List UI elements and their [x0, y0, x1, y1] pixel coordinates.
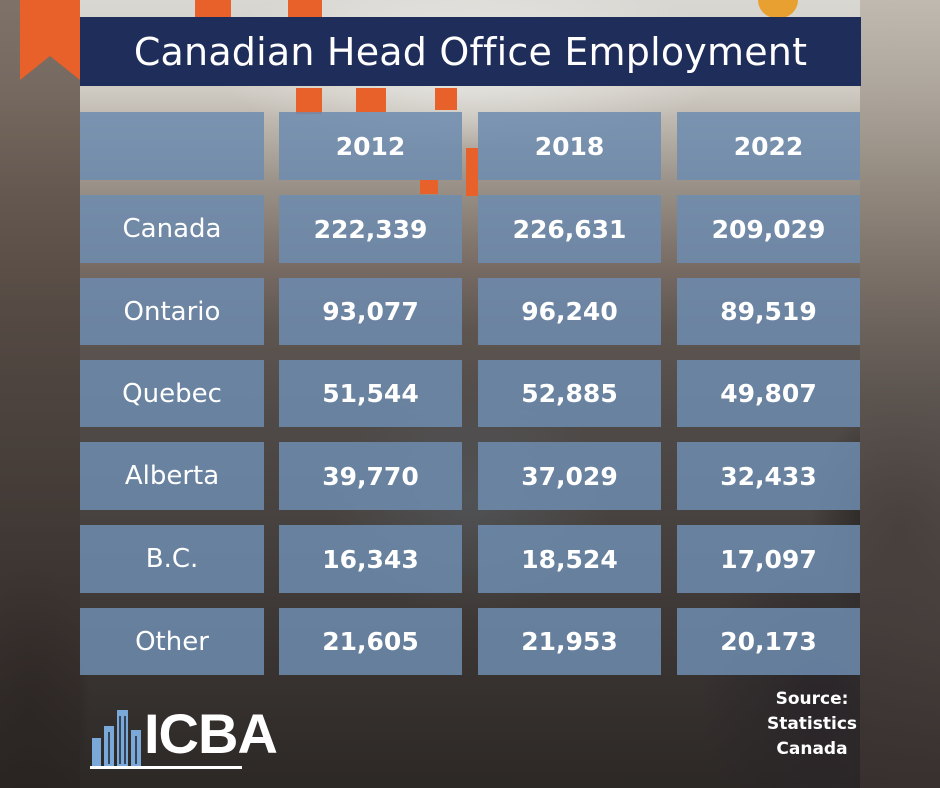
city-skyline-icon [92, 710, 141, 768]
table-header-year: 2018 [478, 112, 661, 180]
source-note: Source: Statistics Canada [760, 687, 864, 762]
table-cell: 37,029 [478, 442, 661, 510]
background-lamp [758, 0, 798, 18]
logo-wordmark: ICBA [144, 702, 278, 765]
source-label: Source: [775, 689, 849, 709]
background-flag [435, 88, 457, 110]
table-cell: 222,339 [279, 195, 462, 263]
table-row-label: Canada [80, 195, 264, 263]
table-cell: 17,097 [677, 525, 860, 593]
table-cell: 89,519 [677, 278, 860, 345]
table-cell: 96,240 [478, 278, 661, 345]
table-cell: 226,631 [478, 195, 661, 263]
table-cell: 49,807 [677, 360, 860, 427]
background-flag [195, 0, 231, 22]
logo-underline [90, 766, 242, 769]
table-row-label: Alberta [80, 442, 264, 510]
background-flag [420, 180, 438, 194]
table-row-label: Ontario [80, 278, 264, 345]
table-cell: 21,953 [478, 608, 661, 675]
table-cell: 93,077 [279, 278, 462, 345]
background-flag [296, 88, 322, 114]
source-name-line2: Canada [776, 739, 848, 759]
background-flag [466, 148, 478, 196]
background-flag [288, 0, 322, 22]
table-row-label: Other [80, 608, 264, 675]
table-row-label: Quebec [80, 360, 264, 427]
table-cell: 21,605 [279, 608, 462, 675]
table-header-blank [80, 112, 264, 180]
table-header-year: 2022 [677, 112, 860, 180]
source-name-line1: Statistics [766, 714, 858, 734]
table-header-year: 2012 [279, 112, 462, 180]
page-title: Canadian Head Office Employment [133, 29, 808, 74]
table-cell: 51,544 [279, 360, 462, 427]
title-banner: Canadian Head Office Employment [80, 17, 861, 86]
table-cell: 16,343 [279, 525, 462, 593]
table-cell: 18,524 [478, 525, 661, 593]
table-cell: 52,885 [478, 360, 661, 427]
table-cell: 32,433 [677, 442, 860, 510]
background-flag [356, 88, 386, 112]
background-left-building [0, 0, 80, 788]
table-cell: 209,029 [677, 195, 860, 263]
background-right-building [860, 0, 940, 788]
table-cell: 20,173 [677, 608, 860, 675]
table-row-label: B.C. [80, 525, 264, 593]
table-cell: 39,770 [279, 442, 462, 510]
icba-logo: ICBA [90, 700, 278, 772]
